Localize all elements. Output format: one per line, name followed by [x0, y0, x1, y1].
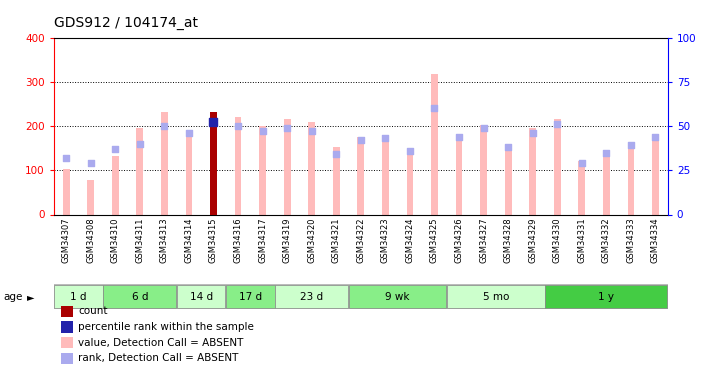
Text: age: age	[4, 292, 23, 302]
Bar	[54, 285, 103, 308]
Text: 23 d: 23 d	[300, 292, 323, 302]
Point	[257, 128, 269, 134]
Text: value, Detection Call = ABSENT: value, Detection Call = ABSENT	[78, 338, 243, 348]
Bar	[177, 285, 225, 308]
Bar	[406, 150, 414, 214]
Point	[306, 128, 317, 134]
Bar	[652, 135, 659, 214]
Bar	[382, 136, 388, 214]
Point	[429, 105, 440, 111]
Bar	[226, 285, 274, 308]
Text: GDS912 / 104174_at: GDS912 / 104174_at	[54, 16, 198, 30]
Bar	[275, 285, 348, 308]
Bar	[505, 146, 511, 214]
Bar	[447, 285, 545, 308]
Point	[233, 123, 244, 129]
Bar	[579, 161, 585, 214]
Bar	[554, 119, 561, 214]
Bar	[308, 122, 315, 214]
Bar	[545, 285, 668, 308]
Bar	[112, 156, 118, 214]
Bar	[259, 126, 266, 214]
Bar	[603, 153, 610, 214]
Bar	[431, 74, 438, 214]
Bar	[136, 128, 143, 214]
Text: 1 y: 1 y	[598, 292, 615, 302]
Bar	[456, 135, 462, 214]
Bar	[358, 137, 364, 214]
Bar	[333, 147, 340, 214]
Bar	[62, 169, 70, 214]
Bar	[185, 133, 192, 214]
Point	[551, 121, 563, 127]
Bar	[628, 145, 634, 214]
Point	[503, 144, 514, 150]
Bar	[235, 117, 241, 214]
Point	[134, 141, 146, 147]
Point	[527, 130, 538, 136]
Text: 17 d: 17 d	[238, 292, 262, 302]
Bar	[284, 119, 291, 214]
Point	[60, 155, 72, 161]
Bar	[529, 128, 536, 214]
Text: 5 mo: 5 mo	[482, 292, 509, 302]
Point	[625, 142, 637, 148]
Point	[650, 134, 661, 140]
Text: 14 d: 14 d	[190, 292, 213, 302]
Point	[404, 148, 416, 154]
Point	[600, 150, 612, 156]
Point	[576, 160, 587, 166]
Bar	[480, 125, 487, 214]
Text: 1 d: 1 d	[70, 292, 87, 302]
Point	[478, 125, 490, 131]
Text: ►: ►	[27, 292, 34, 302]
Point	[109, 146, 121, 152]
Text: rank, Detection Call = ABSENT: rank, Detection Call = ABSENT	[78, 354, 238, 363]
Text: 9 wk: 9 wk	[386, 292, 410, 302]
Bar	[161, 112, 168, 214]
Point	[85, 160, 96, 166]
Point	[355, 137, 366, 143]
Bar	[103, 285, 177, 308]
Bar	[88, 180, 94, 214]
Point	[281, 125, 293, 131]
Text: count: count	[78, 306, 108, 316]
Text: 6 d: 6 d	[131, 292, 148, 302]
Bar	[349, 285, 447, 308]
Point	[380, 135, 391, 141]
Point	[453, 134, 465, 140]
Point	[183, 130, 195, 136]
Point	[330, 152, 342, 157]
Bar	[210, 112, 217, 214]
Text: percentile rank within the sample: percentile rank within the sample	[78, 322, 254, 332]
Point	[208, 120, 219, 126]
Point	[159, 123, 170, 129]
